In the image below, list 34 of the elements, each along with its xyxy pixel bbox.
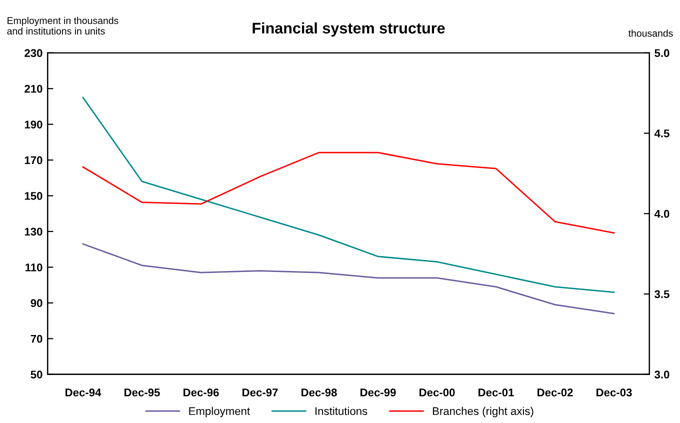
line-series <box>82 243 615 314</box>
y-tick-label: 70 <box>30 334 42 343</box>
y2-tick-label: 5.0 <box>654 49 670 58</box>
legend-label: Branches (right axis) <box>432 406 534 418</box>
x-tick-label: Dec-95 <box>124 388 160 396</box>
y-tick-label: 130 <box>24 228 42 236</box>
legend-label: Employment <box>189 406 250 418</box>
y2-tick-label: 3.0 <box>654 370 670 379</box>
y-tick-label: 50 <box>30 370 42 378</box>
y2-axis-title: thousands <box>628 30 673 37</box>
y2-tick-label: 3.5 <box>654 290 670 298</box>
x-tick-label: Dec-96 <box>184 388 219 396</box>
chart-title: Financial system structure <box>252 22 445 37</box>
x-tick-label: Dec-01 <box>478 388 514 396</box>
x-tick-label: Dec-97 <box>242 388 278 396</box>
x-tick-label: Dec-02 <box>538 388 573 396</box>
x-tick-label: Dec-94 <box>66 388 102 396</box>
y-tick-label: 230 <box>24 49 42 58</box>
x-tick-label: Dec-98 <box>302 388 337 396</box>
x-tick-label: Dec-99 <box>360 388 396 396</box>
y-axis-title: Employment in thousands and institutions in units <box>7 16 118 35</box>
y-tick-label: 110 <box>26 263 42 272</box>
x-tick-label: Dec-03 <box>596 388 632 396</box>
line-series <box>82 152 615 234</box>
legend-label: Institutions <box>316 406 368 416</box>
y-tick-label: 210 <box>24 84 42 93</box>
y-tick-label: 190 <box>24 120 42 128</box>
y-tick-label: 90 <box>30 299 42 308</box>
x-tick-label: Dec-00 <box>420 388 455 396</box>
line-series <box>82 96 615 293</box>
y-tick-label: 170 <box>24 156 42 164</box>
y2-tick-label: 4.5 <box>654 130 670 138</box>
y2-tick-label: 4.0 <box>654 210 670 218</box>
y-tick-label: 150 <box>24 192 42 200</box>
